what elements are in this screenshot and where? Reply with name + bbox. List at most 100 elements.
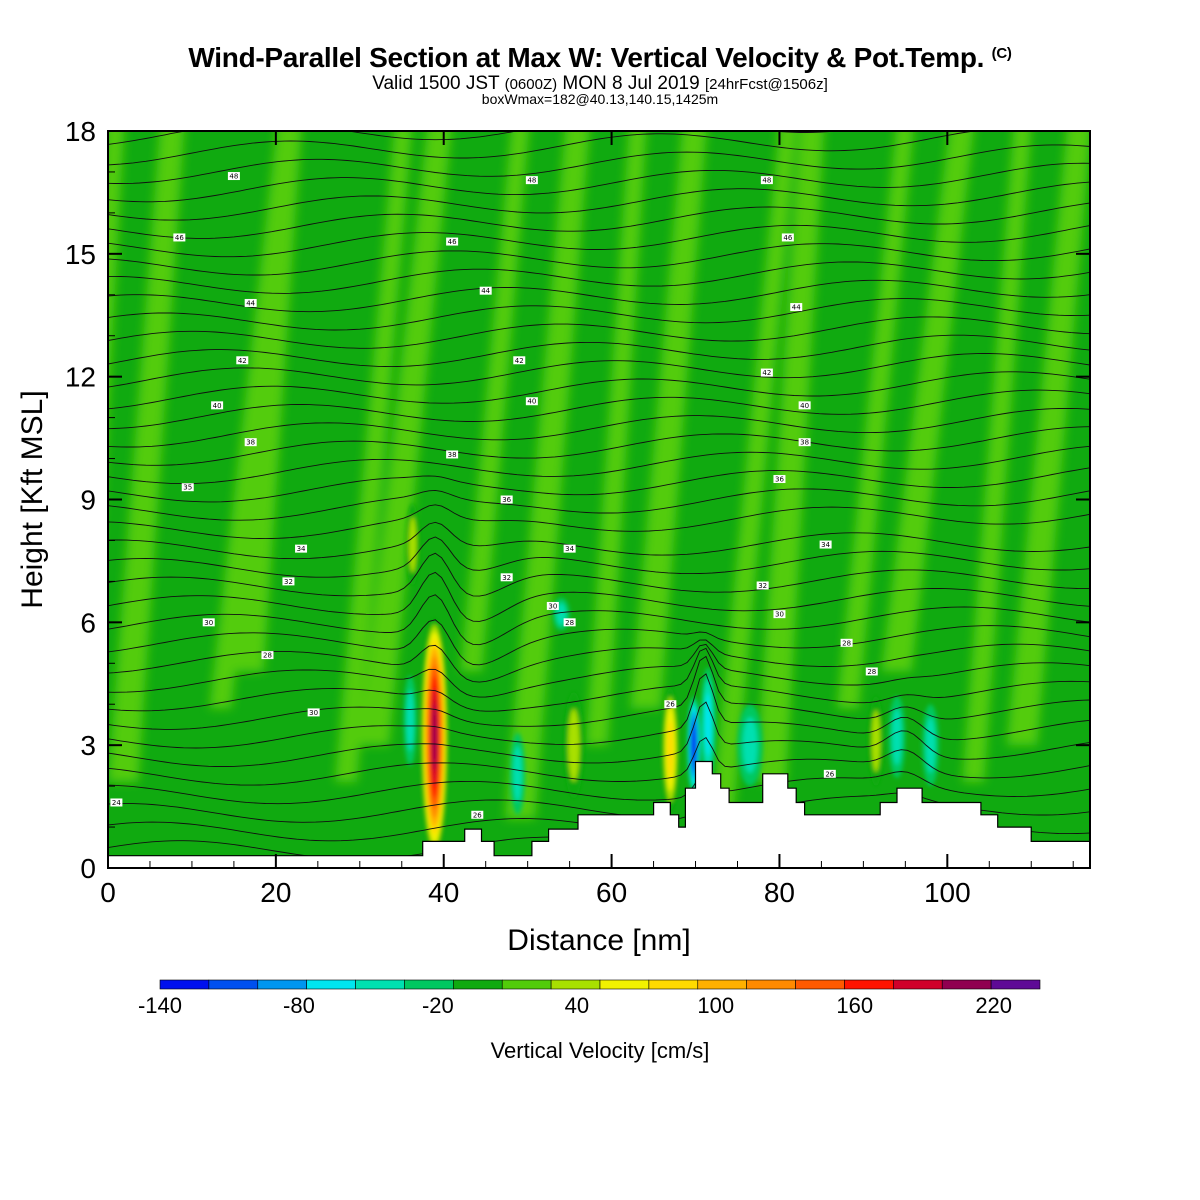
colorbar-swatch-2 bbox=[257, 979, 307, 990]
isentrope-21 bbox=[108, 426, 1090, 466]
field-band-22 bbox=[1006, 131, 1090, 746]
colorbar-swatch-9 bbox=[599, 979, 650, 990]
isentrope-17 bbox=[108, 504, 1090, 540]
isentrope-label-box bbox=[173, 233, 186, 242]
isentrope-label-35: 46 bbox=[781, 233, 794, 242]
isentrope-27 bbox=[108, 316, 1090, 349]
isentrope-label-text: 40 bbox=[527, 398, 536, 406]
isentrope-label-text: 30 bbox=[204, 619, 213, 627]
colorbar-swatch-0 bbox=[159, 979, 210, 990]
colorbar-swatch-4 bbox=[355, 979, 405, 990]
isentrope-label-29: 42 bbox=[760, 368, 773, 377]
field-band-13 bbox=[630, 131, 707, 709]
isentrope-8 bbox=[108, 647, 1090, 712]
downdraft-2-level-1 bbox=[406, 689, 415, 752]
isentrope-36 bbox=[108, 144, 1090, 184]
isentrope-label-16: 34 bbox=[563, 544, 576, 553]
isentrope-label-text: 48 bbox=[229, 173, 238, 181]
isentrope-label-28: 42 bbox=[513, 356, 526, 365]
terrain bbox=[108, 760, 1090, 868]
colorbar-swatch-15 bbox=[893, 979, 943, 990]
isentrope-label-box bbox=[823, 769, 836, 778]
isentrope-lines bbox=[108, 131, 1090, 860]
isentrope-label-box bbox=[479, 286, 492, 295]
isentrope-label-24: 40 bbox=[211, 401, 224, 410]
isentrope-label-36: 48 bbox=[227, 172, 240, 181]
isentrope-label-text: 44 bbox=[246, 299, 255, 307]
updraft-1-level-1 bbox=[408, 516, 417, 573]
isentrope-label-37: 48 bbox=[525, 176, 538, 185]
chart-title-text: Wind-Parallel Section at Max W: Vertical… bbox=[188, 42, 985, 73]
downdraft-5-level-1 bbox=[742, 717, 758, 774]
isentrope-label-text: 30 bbox=[309, 709, 318, 717]
isentrope-label-box bbox=[227, 172, 240, 181]
isentrope-label-box bbox=[563, 618, 576, 627]
isentrope-label-box bbox=[244, 298, 257, 307]
isentrope-label-text: 34 bbox=[297, 545, 306, 553]
isentrope-31 bbox=[108, 243, 1090, 276]
isentrope-label-box bbox=[110, 798, 123, 807]
isentrope-label-box bbox=[500, 495, 513, 504]
isentrope-label-34: 46 bbox=[446, 237, 459, 246]
isentrope-7 bbox=[108, 655, 1090, 730]
isentrope-24 bbox=[108, 371, 1090, 410]
isentrope-label-box bbox=[236, 356, 249, 365]
isentrope-label-text: 32 bbox=[758, 582, 767, 590]
isentrope-label-8: 30 bbox=[202, 618, 215, 627]
isentrope-label-25: 40 bbox=[525, 397, 538, 406]
isentrope-13 bbox=[108, 571, 1090, 622]
isentrope-label-15: 34 bbox=[295, 544, 308, 553]
box-wmax-info: boxWmax=182@40.13,140.15,1425m bbox=[481, 91, 719, 107]
isentrope-label-box bbox=[513, 356, 526, 365]
isentrope-label-text: 48 bbox=[762, 177, 771, 185]
isentrope-label-box bbox=[295, 544, 308, 553]
isentrope-label-text: 34 bbox=[821, 541, 830, 549]
y-tick-label: 6 bbox=[80, 607, 96, 638]
isentrope-label-box bbox=[773, 610, 786, 619]
field-band-10 bbox=[504, 131, 590, 819]
isentrope-label-0: 24 bbox=[110, 798, 123, 807]
isentrope-label-31: 44 bbox=[479, 286, 492, 295]
isentrope-label-text: 38 bbox=[448, 451, 457, 459]
isentrope-22 bbox=[108, 407, 1090, 448]
x-tick-label: 60 bbox=[596, 877, 627, 908]
isentrope-label-box bbox=[760, 176, 773, 185]
colorbar: -140 -80 -20 40 100 160 220 Vertical Velocity [… bbox=[138, 979, 1041, 1063]
field-band-0 bbox=[108, 131, 124, 416]
isentrope-label-box bbox=[282, 577, 295, 586]
isentrope-label-box bbox=[865, 667, 878, 676]
isentrope-label-21: 38 bbox=[244, 438, 257, 447]
colorbar-label: 100 bbox=[697, 993, 734, 1018]
x-tick-label: 0 bbox=[100, 877, 116, 908]
isentrope-label-2: 26 bbox=[471, 810, 484, 819]
isentrope-label-text: 26 bbox=[825, 770, 834, 778]
isentrope-label-text: 42 bbox=[762, 369, 771, 377]
field-band-16 bbox=[755, 131, 824, 783]
isentrope-16 bbox=[108, 521, 1090, 560]
isentrope-15 bbox=[108, 536, 1090, 578]
colorbar-swatch-13 bbox=[795, 979, 845, 990]
isentrope-label-text: 26 bbox=[666, 701, 675, 709]
isentrope-28 bbox=[108, 298, 1090, 331]
updraft-2-level-3 bbox=[667, 720, 674, 778]
isentrope-label-text: 28 bbox=[867, 668, 876, 676]
field-band-24 bbox=[1108, 111, 1170, 672]
isentrope-label-text: 26 bbox=[473, 811, 482, 819]
isentrope-label-12: 32 bbox=[282, 577, 295, 586]
isentrope-19 bbox=[108, 467, 1090, 503]
isentrope-label-box bbox=[211, 401, 224, 410]
isentrope-26 bbox=[108, 334, 1090, 368]
field-band-9 bbox=[460, 131, 529, 672]
isentrope-label-text: 30 bbox=[775, 611, 784, 619]
isentrope-label-box bbox=[181, 483, 194, 492]
colorbar-label: 160 bbox=[836, 993, 873, 1018]
velocity-field bbox=[108, 111, 1170, 868]
isentrope-label-14: 32 bbox=[756, 581, 769, 590]
isentrope-label-32: 44 bbox=[790, 303, 803, 312]
colorbar-swatch-5 bbox=[404, 979, 454, 990]
isentrope-label-text: 32 bbox=[502, 574, 511, 582]
isentrope-11 bbox=[108, 619, 1090, 666]
colorbar-swatch-11 bbox=[697, 979, 747, 990]
colorbar-title: Vertical Velocity [cm/s] bbox=[491, 1038, 710, 1063]
isentrope-label-text: 42 bbox=[515, 357, 524, 365]
